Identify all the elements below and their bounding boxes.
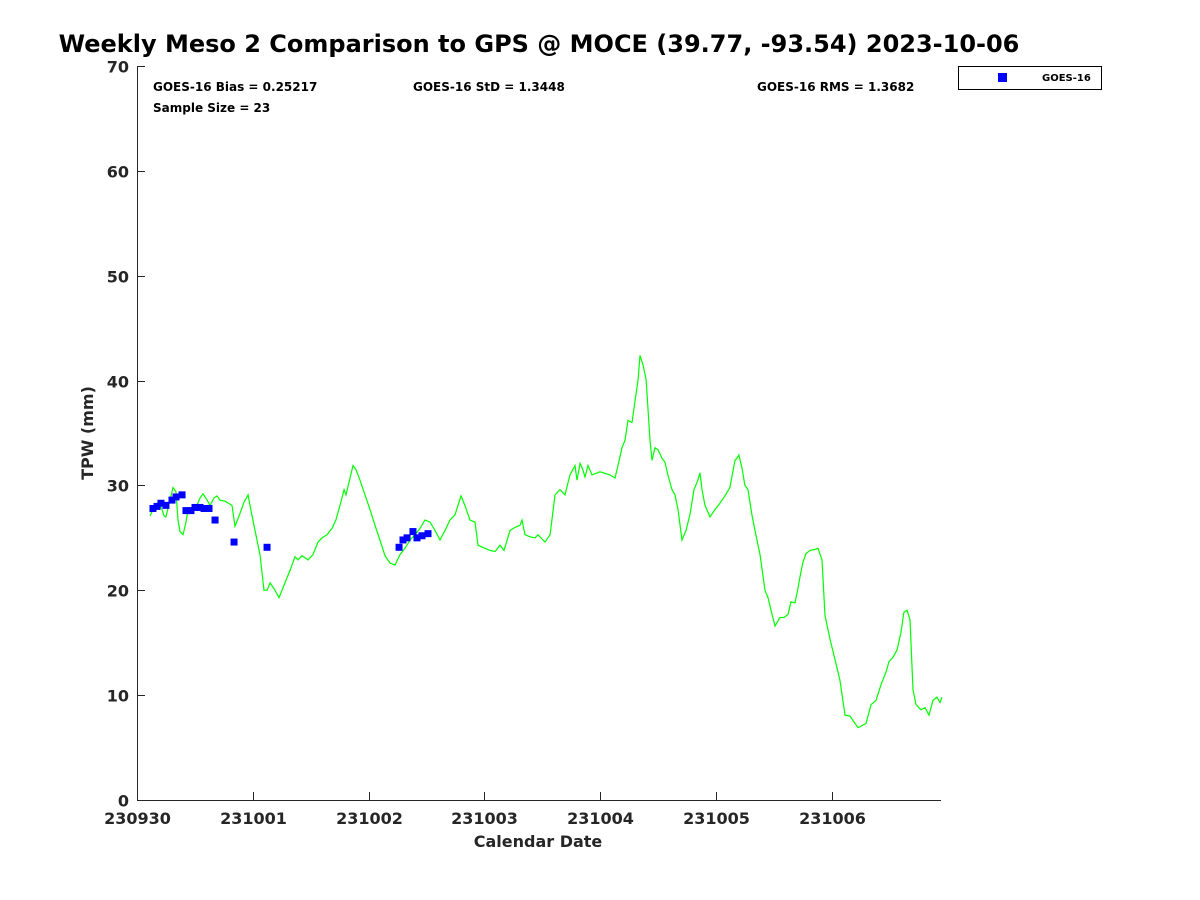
x-tick-label: 231004 <box>567 809 634 828</box>
goes16-data-point <box>424 530 432 538</box>
goes16-data-point <box>182 507 190 515</box>
goes16-data-point <box>196 503 204 511</box>
goes16-data-point <box>211 516 219 524</box>
y-tick-label: 30 <box>107 477 129 496</box>
goes16-data-point <box>172 493 180 501</box>
legend-box <box>958 66 1102 90</box>
std-annotation: GOES-16 StD = 1.3448 <box>413 80 565 94</box>
y-tick-label: 40 <box>107 373 129 392</box>
x-tick-label: 230930 <box>104 809 171 828</box>
bias-annotation: GOES-16 Bias = 0.25217 <box>153 80 317 94</box>
goes16-data-point <box>418 532 426 540</box>
legend: GOES-16 <box>958 66 1102 90</box>
y-tick-label: 60 <box>107 163 129 182</box>
chart-title: Weekly Meso 2 Comparison to GPS @ MOCE (… <box>58 30 1020 58</box>
goes16-data-point <box>205 504 213 512</box>
legend-marker-goes16 <box>998 73 1007 82</box>
goes16-data-point <box>149 504 157 512</box>
goes16-data-point <box>162 501 170 509</box>
y-tick-label: 20 <box>107 582 129 601</box>
gps-series-line <box>149 355 943 729</box>
sample-size-annotation: Sample Size = 23 <box>153 101 270 115</box>
goes16-data-point <box>395 543 403 551</box>
goes16-data-point <box>178 491 186 499</box>
goes16-data-point <box>153 502 161 510</box>
x-tick-label: 231002 <box>336 809 403 828</box>
goes16-data-point <box>403 534 411 542</box>
goes16-data-point <box>187 507 195 515</box>
y-tick-label: 10 <box>107 687 129 706</box>
y-tick-label: 50 <box>107 268 129 287</box>
x-tick-label: 231001 <box>220 809 287 828</box>
goes16-data-point <box>413 534 421 542</box>
goes16-data-point <box>230 538 238 546</box>
goes16-data-point <box>263 543 271 551</box>
x-tick-label: 231006 <box>799 809 866 828</box>
x-tick-label: 231003 <box>451 809 518 828</box>
goes16-data-point <box>200 504 208 512</box>
y-axis-label: TPW (mm) <box>78 386 97 480</box>
x-tick-label: 231005 <box>683 809 750 828</box>
x-axis-label: Calendar Date <box>474 832 603 851</box>
goes16-data-point <box>191 503 199 511</box>
goes16-data-point <box>168 496 176 504</box>
rms-annotation: GOES-16 RMS = 1.3682 <box>757 80 914 94</box>
legend-label-goes16: GOES-16 <box>1042 73 1091 84</box>
goes16-data-point <box>399 536 407 544</box>
y-tick-label: 0 <box>118 792 129 811</box>
goes16-data-point <box>409 528 417 536</box>
goes16-data-point <box>157 499 165 507</box>
y-tick-label: 70 <box>107 58 129 77</box>
